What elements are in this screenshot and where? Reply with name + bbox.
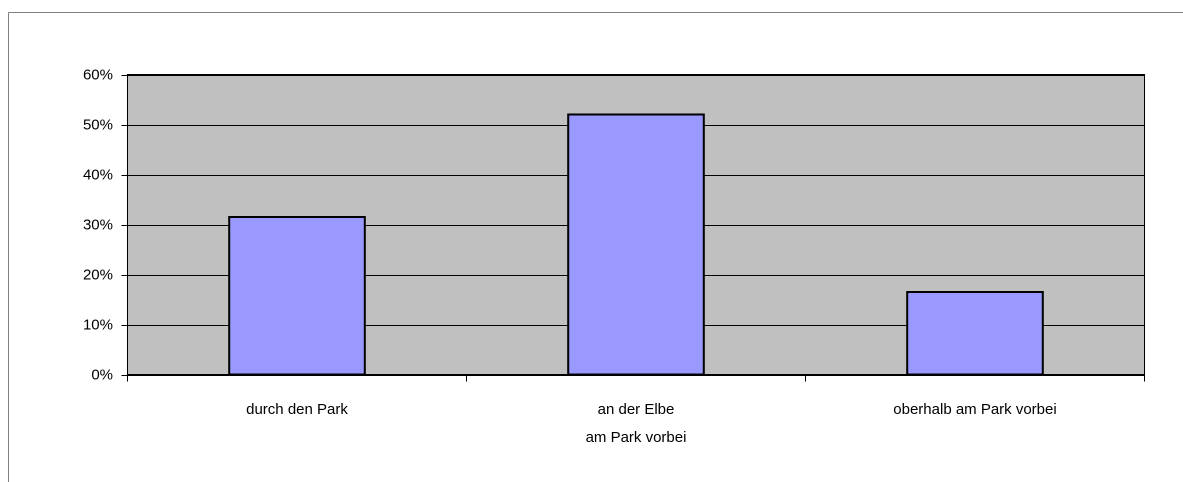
x-tick-label: oberhalb am Park vorbei — [893, 401, 1056, 418]
x-tick-label: an der Elbe am Park vorbei — [586, 401, 687, 446]
y-tick-label: 20% — [83, 266, 113, 283]
bar — [228, 216, 366, 376]
y-tick-label: 10% — [83, 316, 113, 333]
y-tick-label: 30% — [83, 216, 113, 233]
x-tick-label: durch den Park — [246, 401, 348, 418]
bar — [567, 113, 705, 376]
y-tick-label: 0% — [91, 366, 113, 383]
y-tick-label: 60% — [83, 66, 113, 83]
y-tick-label: 50% — [83, 116, 113, 133]
y-tick-label: 40% — [83, 166, 113, 183]
bar — [906, 291, 1044, 376]
